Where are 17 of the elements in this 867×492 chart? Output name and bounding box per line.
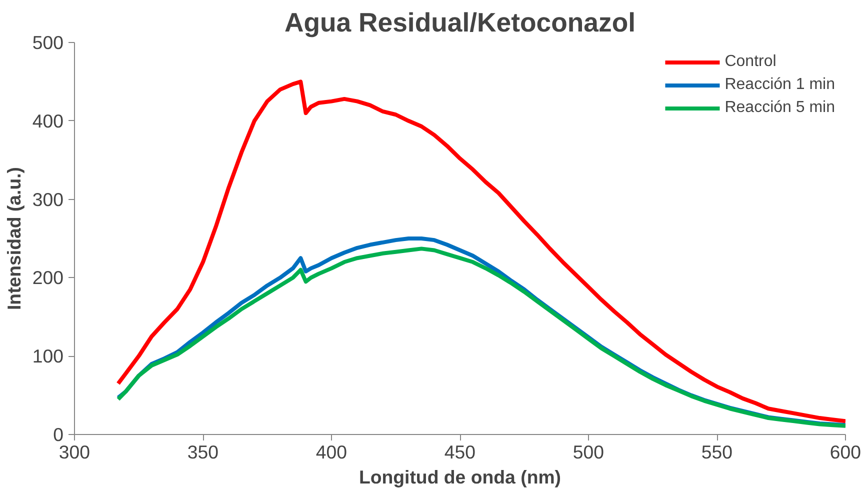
y-axis-title: Intensidad (a.u.): [3, 166, 24, 310]
x-tick-label: 450: [444, 442, 476, 462]
x-tick-label: 500: [572, 442, 604, 462]
y-tick-label: 200: [32, 267, 64, 288]
y-tick-label: 500: [32, 32, 64, 53]
legend-label: Control: [724, 53, 776, 71]
y-tick-label: 100: [32, 346, 64, 367]
x-tick-label: 600: [830, 442, 862, 462]
legend-label: Reacción 5 min: [724, 99, 835, 117]
x-axis-title: Longitud de onda (nm): [358, 466, 562, 488]
x-tick-label: 350: [187, 442, 219, 462]
x-tick-label: 400: [316, 442, 348, 462]
y-tick-label: 400: [32, 110, 64, 132]
y-tick-label: 300: [32, 188, 64, 210]
x-tick-label: 550: [701, 442, 733, 462]
chart-title: Agua Residual/Ketoconazol: [284, 8, 636, 38]
legend-label: Reacción 1 min: [724, 76, 835, 94]
